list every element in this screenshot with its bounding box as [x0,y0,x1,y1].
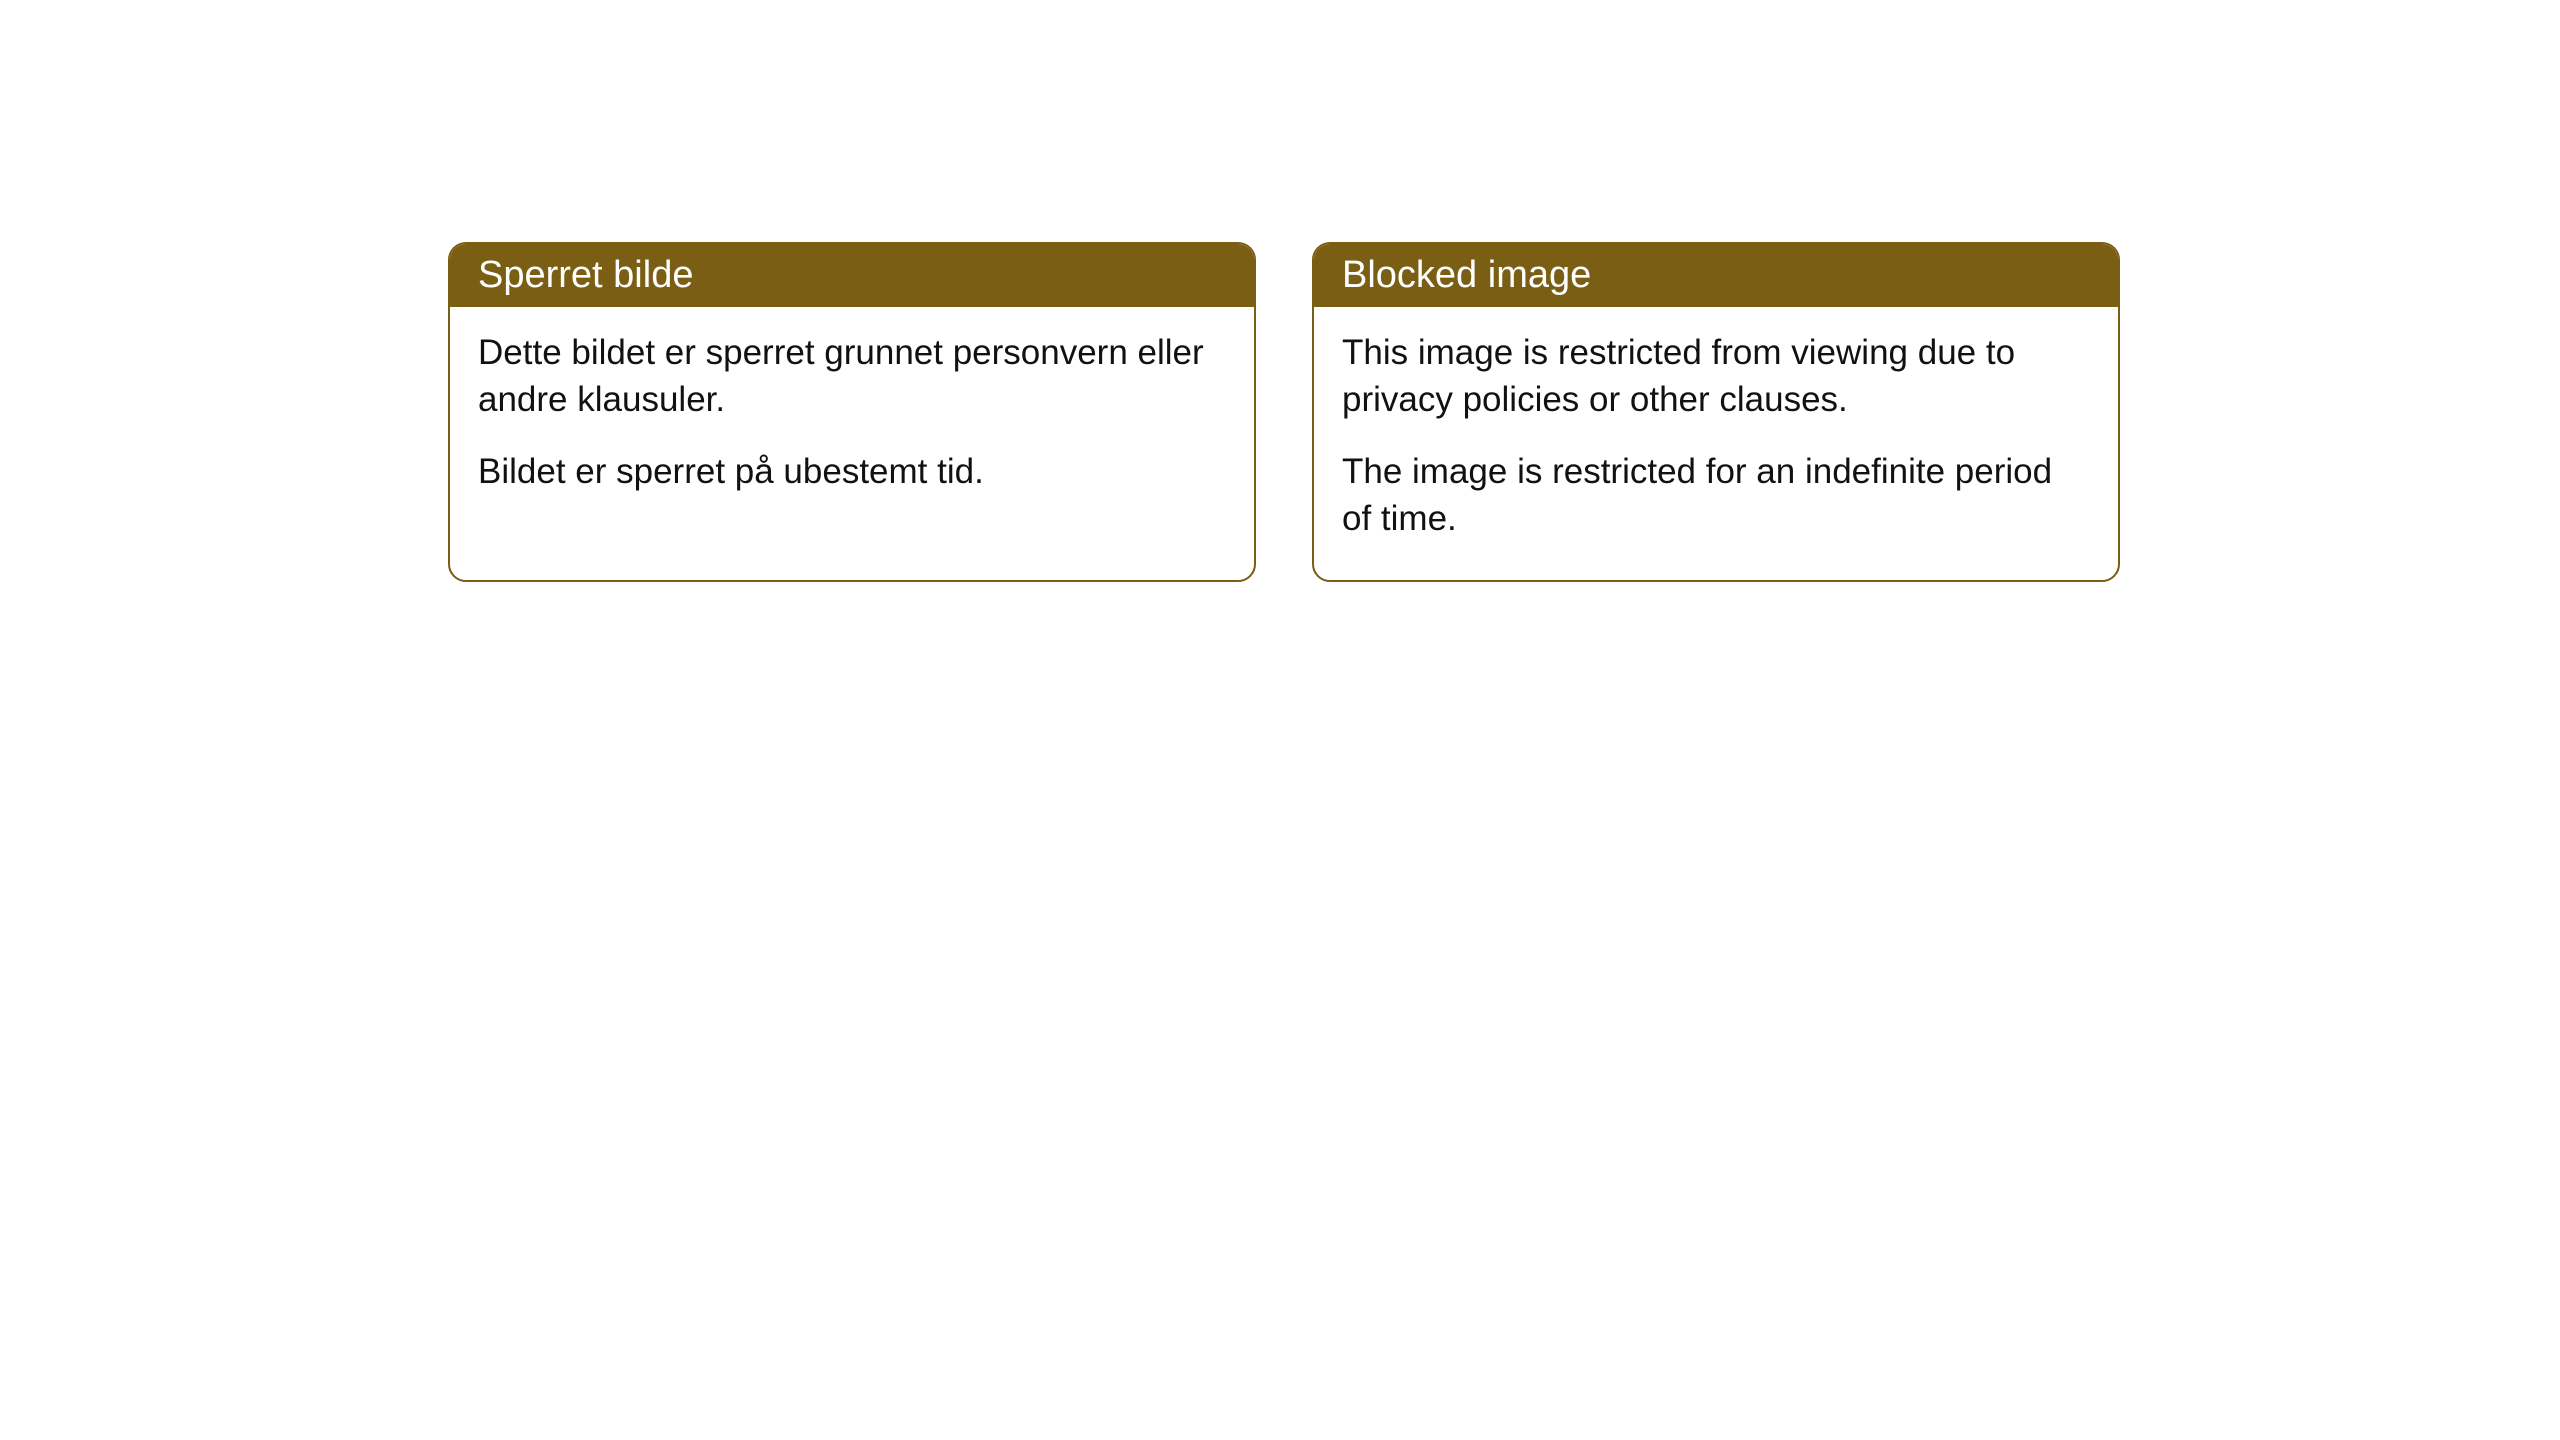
card-body: This image is restricted from viewing du… [1314,307,2118,580]
card-title: Blocked image [1314,244,2118,307]
card-title: Sperret bilde [450,244,1254,307]
card-paragraph: This image is restricted from viewing du… [1342,329,2090,424]
card-paragraph: The image is restricted for an indefinit… [1342,448,2090,543]
notice-card-english: Blocked image This image is restricted f… [1312,242,2120,582]
notice-card-norwegian: Sperret bilde Dette bildet er sperret gr… [448,242,1256,582]
card-container: Sperret bilde Dette bildet er sperret gr… [0,0,2560,582]
card-paragraph: Bildet er sperret på ubestemt tid. [478,448,1226,495]
card-paragraph: Dette bildet er sperret grunnet personve… [478,329,1226,424]
card-body: Dette bildet er sperret grunnet personve… [450,307,1254,533]
